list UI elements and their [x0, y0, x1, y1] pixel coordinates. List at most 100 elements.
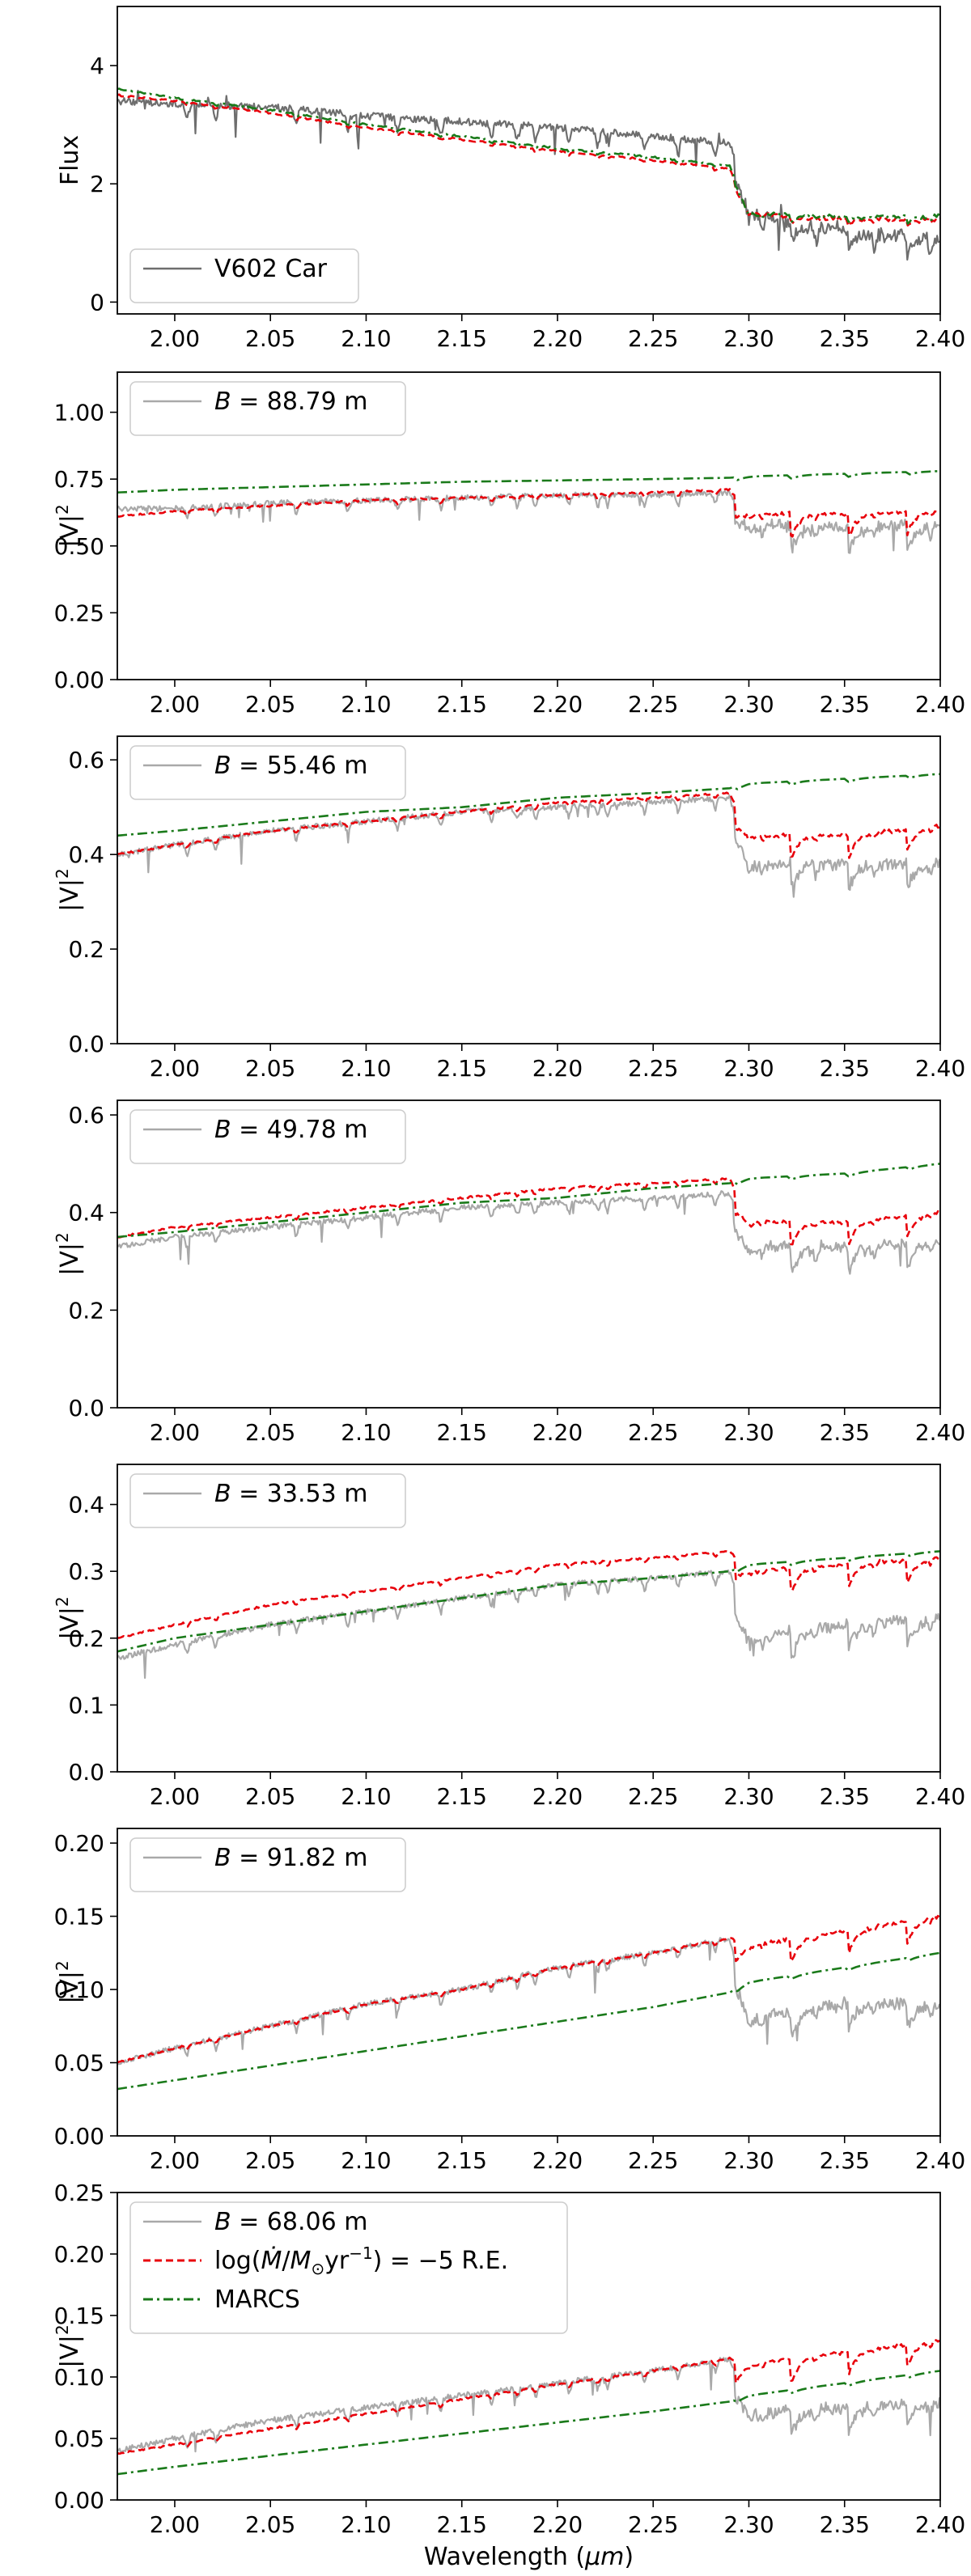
x-tick-label: 2.15	[437, 2147, 487, 2174]
series-line-1	[117, 1190, 940, 1275]
legend-label: B = 49.78 m	[214, 1116, 367, 1144]
legend-label: B = 91.82 m	[214, 1844, 367, 1872]
y-tick-label: 0.15	[54, 2303, 104, 2329]
y-tick-label: 0.2	[68, 1297, 104, 1324]
plot-frame	[117, 1099, 941, 1409]
x-tick-label: 2.40	[915, 691, 965, 718]
series-line-1	[117, 89, 940, 261]
y-axis-label: Flux	[56, 135, 84, 185]
x-tick-label: 2.30	[723, 2511, 774, 2538]
x-tick-label: 2.05	[245, 691, 295, 718]
x-tick-label: 2.00	[150, 2147, 200, 2174]
legend: B = 33.53 m	[129, 1473, 406, 1528]
y-axis-label: |V|2	[53, 1232, 84, 1275]
x-axis-label: Wavelength (μm)	[424, 2543, 634, 2571]
x-tick-label: 2.10	[341, 2511, 391, 2538]
series-line-3	[117, 470, 940, 494]
y-tick-label: 2	[90, 171, 104, 197]
x-tick-label: 2.20	[532, 1419, 583, 1446]
x-tick-label: 2.20	[532, 1783, 583, 1810]
y-tick-label: 0.10	[54, 2364, 104, 2391]
series-line-2	[117, 488, 940, 538]
y-tick-label: 0.10	[54, 1976, 104, 2003]
y-axis-label: |V|2	[53, 504, 84, 547]
y-tick-label: 0.25	[54, 600, 104, 626]
series-line-3	[117, 1163, 940, 1239]
x-tick-label: 2.40	[915, 2511, 965, 2538]
y-axis-label: |V|2	[53, 2324, 84, 2367]
series-line-3	[117, 2370, 940, 2476]
plot-frame	[117, 2192, 941, 2501]
x-tick-label: 2.20	[532, 1055, 583, 1082]
series-line-1	[117, 1569, 940, 1680]
x-tick-label: 2.15	[437, 2511, 487, 2538]
series-line-2	[117, 1549, 940, 1639]
x-tick-label: 2.15	[437, 1419, 487, 1446]
x-tick-label: 2.30	[723, 2147, 774, 2174]
x-tick-label: 2.35	[820, 1783, 870, 1810]
x-tick-label: 2.20	[532, 2511, 583, 2538]
y-tick-label: 0.4	[68, 1492, 104, 1519]
series-line-3	[117, 1550, 940, 1653]
x-tick-label: 2.40	[915, 1419, 965, 1446]
x-tick-label: 2.15	[437, 1055, 487, 1082]
x-tick-label: 2.35	[820, 1055, 870, 1082]
y-tick-label: 0.2	[68, 1625, 104, 1652]
x-tick-label: 2.25	[628, 2511, 678, 2538]
y-tick-label: 0.20	[54, 2241, 104, 2268]
x-tick-label: 2.25	[628, 1783, 678, 1810]
legend-box	[129, 2201, 568, 2334]
x-tick-label: 2.00	[150, 1419, 200, 1446]
x-tick-label: 2.25	[628, 1055, 678, 1082]
chart-panel-4: 2.00 2.05 2.10 2.15 2.20 2.25 2.30 2.35 2.40 0.0 0…	[53, 1099, 965, 1446]
y-tick-label: 0.00	[54, 667, 104, 693]
y-tick-label: 0.15	[54, 1904, 104, 1930]
plot-frame	[117, 735, 941, 1044]
plot-frame	[117, 6, 941, 315]
legend-box	[129, 1473, 406, 1528]
x-tick-label: 2.00	[150, 1783, 200, 1810]
y-axis-label: |V|2	[53, 1596, 84, 1639]
plot-frame	[117, 1464, 941, 1773]
plot-frame	[117, 1828, 941, 2137]
y-axis-label: |V|2	[53, 1960, 84, 2003]
legend-label: log(Ṁ/M⊙yr−1) = −5 R.E.	[214, 2243, 508, 2278]
x-tick-label: 2.25	[628, 1419, 678, 1446]
series-line-1	[117, 2356, 940, 2454]
y-tick-label: 0.05	[54, 2426, 104, 2452]
chart-panel-2: 2.00 2.05 2.10 2.15 2.20 2.25 2.30 2.35 2.40 0.00…	[53, 371, 965, 718]
y-tick-label: 1.00	[54, 400, 104, 426]
x-tick-label: 2.15	[437, 325, 487, 352]
x-tick-label: 2.30	[723, 325, 774, 352]
y-tick-label: 0.0	[68, 1395, 104, 1421]
chart-panel-1: 2.00 2.05 2.10 2.15 2.20 2.25 2.30 2.35 2.40 0 2 4 F…	[56, 6, 965, 352]
y-tick-label: 0.75	[54, 466, 104, 493]
legend-label: B = 88.79 m	[214, 388, 367, 416]
x-tick-label: 2.15	[437, 691, 487, 718]
legend: B = 55.46 m	[129, 745, 406, 800]
legend-label: V602 Car	[214, 255, 328, 283]
legend-label: B = 33.53 m	[214, 1480, 367, 1508]
y-tick-label: 0.1	[68, 1692, 104, 1718]
legend-label: B = 68.06 m	[214, 2208, 367, 2236]
series-line-2	[117, 93, 940, 227]
y-tick-label: 4	[90, 53, 104, 79]
legend: B = 68.06 m log(Ṁ/M⊙yr−1) = −5 R.E. MARCS	[129, 2201, 568, 2334]
legend: B = 91.82 m	[129, 1837, 406, 1892]
series-line-1	[117, 1937, 940, 2065]
y-tick-label: 0.4	[68, 1200, 104, 1227]
series-line-2	[117, 1914, 940, 2064]
legend-box	[129, 1837, 406, 1892]
x-tick-label: 2.10	[341, 691, 391, 718]
x-tick-label: 2.10	[341, 325, 391, 352]
x-tick-label: 2.05	[245, 325, 295, 352]
legend: B = 49.78 m	[129, 1109, 406, 1164]
x-tick-label: 2.20	[532, 691, 583, 718]
x-tick-label: 2.40	[915, 325, 965, 352]
x-tick-label: 2.05	[245, 2511, 295, 2538]
x-tick-label: 2.00	[150, 2511, 200, 2538]
y-tick-label: 0.00	[54, 2123, 104, 2150]
y-tick-label: 0.0	[68, 1031, 104, 1057]
